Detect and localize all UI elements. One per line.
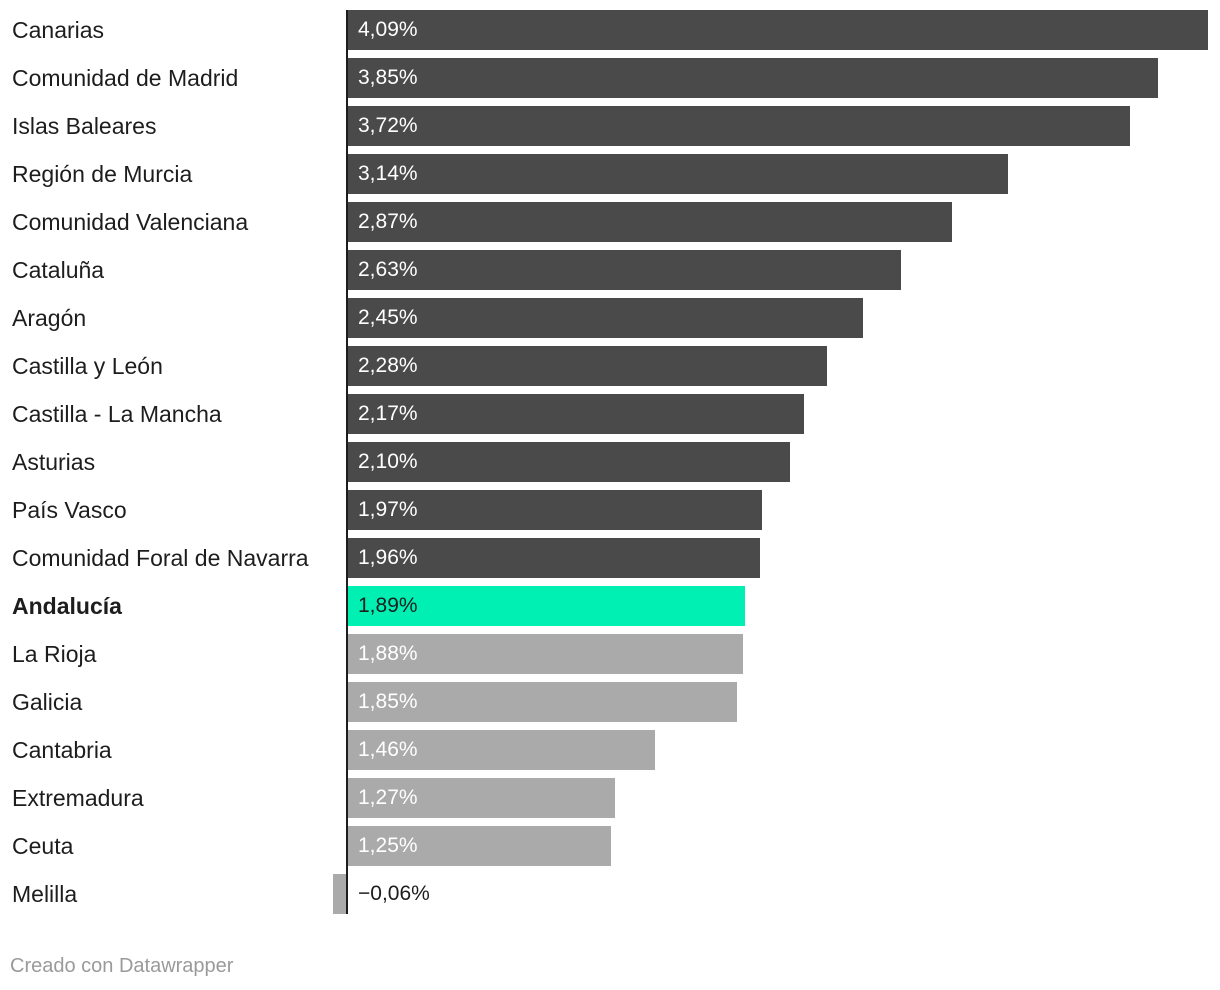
- bar: [348, 58, 1158, 98]
- category-label: Comunidad Valenciana: [12, 209, 249, 235]
- category-label: País Vasco: [12, 497, 127, 523]
- category-label: La Rioja: [12, 641, 97, 667]
- value-label: 3,72%: [358, 114, 418, 137]
- value-label: 1,25%: [358, 834, 418, 857]
- category-label: Castilla y León: [12, 353, 163, 379]
- bar: [348, 106, 1131, 146]
- bar: [348, 10, 1208, 50]
- category-label: Islas Baleares: [12, 113, 157, 139]
- value-label: 1,88%: [358, 642, 418, 665]
- bar: [348, 634, 744, 674]
- zero-axis-line: [346, 10, 348, 914]
- category-label: Ceuta: [12, 833, 74, 859]
- value-label: 2,63%: [358, 258, 418, 281]
- bar: [348, 154, 1009, 194]
- bar-chart: Canarias 4,09% Comunidad de Madrid 3,85% Isl…: [12, 10, 1208, 914]
- value-label: 2,28%: [358, 354, 418, 377]
- category-label: Cantabria: [12, 737, 112, 763]
- value-label: 1,46%: [358, 738, 418, 761]
- category-label: Comunidad Foral de Navarra: [12, 545, 309, 571]
- bar: [333, 874, 346, 914]
- bar: [348, 298, 864, 338]
- value-label: 1,27%: [358, 786, 418, 809]
- value-label: 3,14%: [358, 162, 418, 185]
- bar: [348, 730, 655, 770]
- bar: [348, 826, 611, 866]
- category-label: Extremadura: [12, 785, 144, 811]
- category-label: Aragón: [12, 305, 87, 331]
- value-label: 3,85%: [358, 66, 418, 89]
- value-label: 1,89%: [358, 594, 418, 617]
- category-label: Cataluña: [12, 257, 105, 283]
- value-label: 2,10%: [358, 450, 418, 473]
- category-label: Castilla - La Mancha: [12, 401, 222, 427]
- category-label: Andalucía: [12, 593, 122, 619]
- bar: [348, 442, 790, 482]
- value-label: −0,06%: [358, 882, 430, 905]
- bar: [348, 250, 901, 290]
- bar: [348, 394, 805, 434]
- value-label: 2,17%: [358, 402, 418, 425]
- value-label: 2,45%: [358, 306, 418, 329]
- category-label: Comunidad de Madrid: [12, 65, 239, 91]
- value-label: 2,87%: [358, 210, 418, 233]
- category-label: Región de Murcia: [12, 161, 193, 187]
- bar: [348, 538, 761, 578]
- bar: [348, 586, 746, 626]
- category-label: Melilla: [12, 881, 78, 907]
- category-label: Asturias: [12, 449, 96, 475]
- bar: [348, 490, 763, 530]
- bar: [348, 682, 737, 722]
- category-label: Galicia: [12, 689, 83, 715]
- credit-text: Creado con Datawrapper: [10, 955, 234, 977]
- bar: [348, 202, 952, 242]
- value-label: 4,09%: [358, 18, 418, 41]
- category-label: Canarias: [12, 17, 105, 43]
- value-label: 1,85%: [358, 690, 418, 713]
- bar: [348, 778, 615, 818]
- value-label: 1,97%: [358, 498, 418, 521]
- bar: [348, 346, 828, 386]
- value-label: 1,96%: [358, 546, 418, 569]
